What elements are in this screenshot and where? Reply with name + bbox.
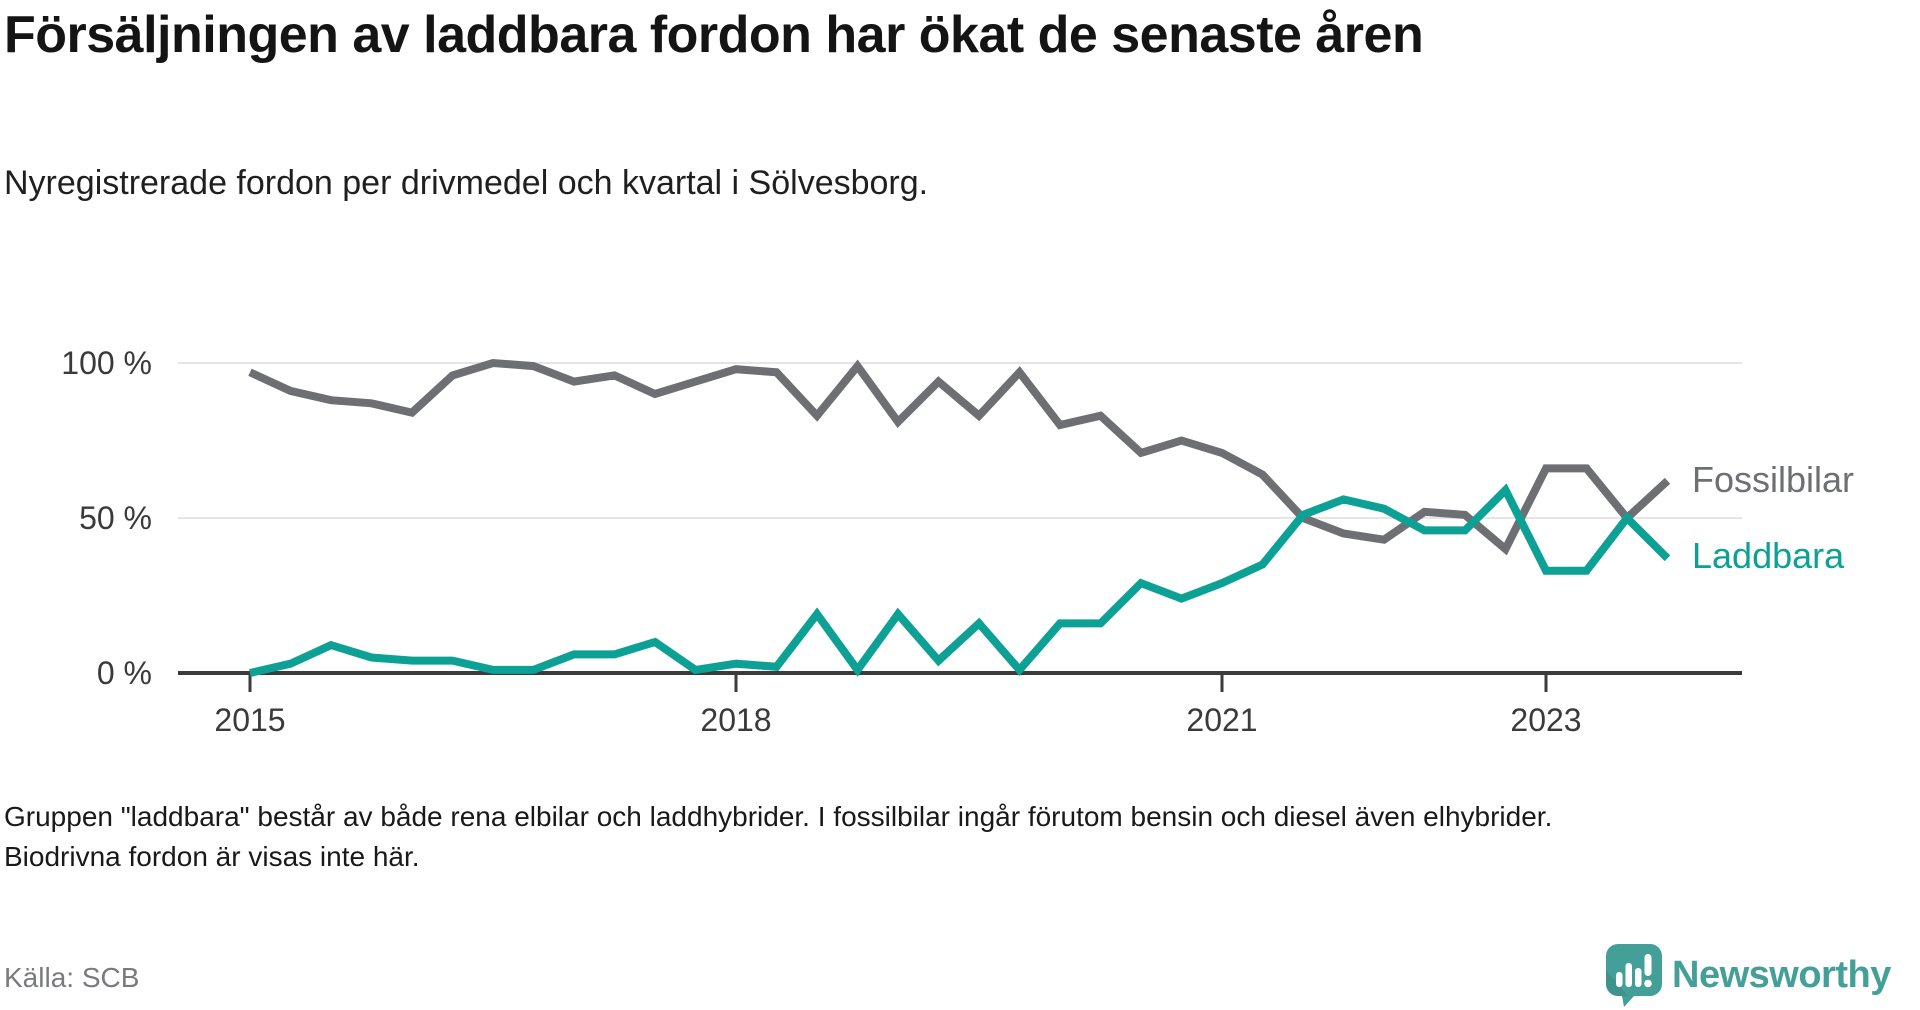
legend-label-laddbara: Laddbara [1692, 535, 1845, 576]
x-axis-label: 2018 [700, 702, 771, 738]
fossilbilar-line [248, 358, 1671, 556]
x-axis-label: 2023 [1510, 702, 1581, 738]
chart-subtitle: Nyregistrerade fordon per drivmedel och … [4, 164, 929, 202]
x-axis-label: 2015 [214, 702, 285, 738]
newsworthy-logo-icon [1606, 944, 1662, 1007]
y-axis-label: 100 % [61, 345, 152, 381]
legend-label-fossilbilar: Fossilbilar [1692, 459, 1855, 500]
newsworthy-logo-text: Newsworthy [1672, 953, 1891, 996]
source-note: Källa: SCB [4, 962, 140, 993]
page-title: Försäljningen av laddbara fordon har öka… [4, 6, 1424, 64]
y-axis-label: 0 % [97, 655, 152, 691]
newsworthy-branding: Newsworthy [1604, 942, 1891, 1008]
y-axis-label: 50 % [79, 500, 152, 536]
chart-footnote: Gruppen "laddbara" består av både rena e… [4, 801, 1553, 872]
laddbara-line [249, 483, 1671, 677]
x-axis-label: 2021 [1186, 702, 1257, 738]
